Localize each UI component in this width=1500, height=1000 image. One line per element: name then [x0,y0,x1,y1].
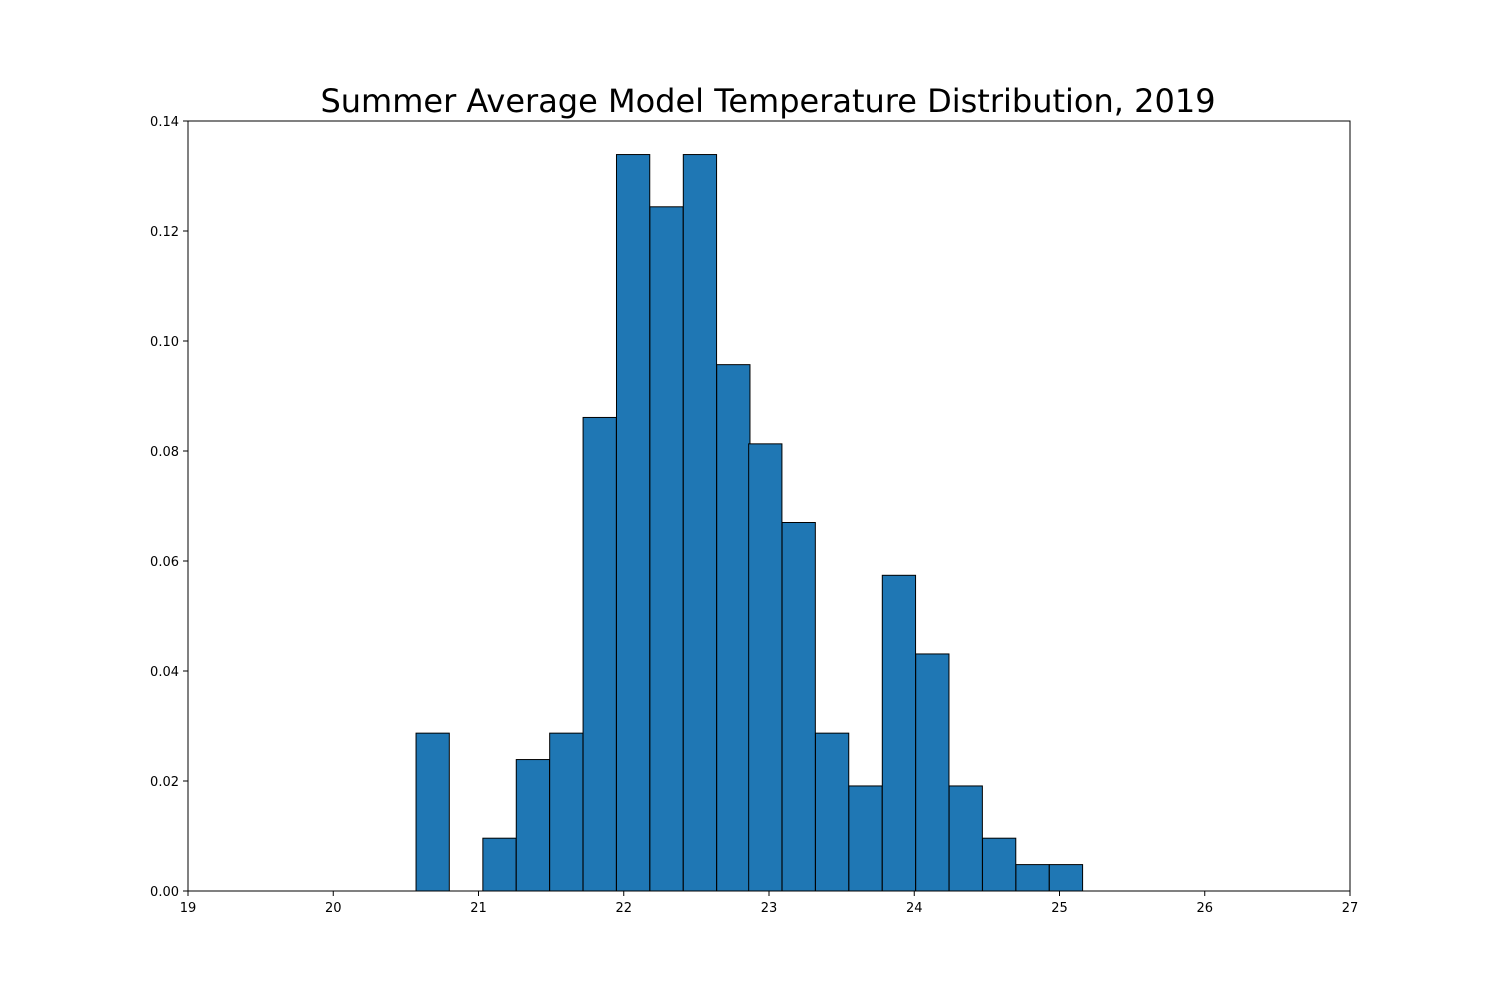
histogram-bar [582,416,617,892]
y-tick-label: 0.04 [150,665,179,680]
x-tick-label: 24 [906,901,923,916]
y-tick-label: 0.14 [150,115,179,130]
y-tick-label: 0.00 [150,885,179,900]
histogram-bar [881,574,917,892]
x-tick-label: 27 [1342,901,1359,916]
x-axis-ticks: 19 20 21 22 23 24 25 26 27 [180,891,1359,916]
histogram-bar [482,837,517,892]
y-tick-label: 0.12 [150,225,179,240]
histogram-bar [1015,864,1050,892]
histogram-bar [1048,864,1084,892]
x-tick-label: 21 [470,901,487,916]
y-tick-label: 0.08 [150,445,179,460]
x-tick-label: 19 [180,901,197,916]
histogram-bar [982,837,1017,892]
histogram-bar [615,154,651,892]
histogram-bar [649,206,684,892]
x-tick-label: 20 [325,901,342,916]
x-tick-label: 26 [1196,901,1213,916]
y-tick-label: 0.06 [150,555,179,570]
x-tick-label: 22 [615,901,632,916]
histogram-bar [814,732,850,892]
plot-area-frame [187,120,1351,892]
x-tick-label: 23 [761,901,778,916]
x-tick-label: 25 [1051,901,1068,916]
histogram-bar [915,653,950,892]
histogram-bar [748,443,783,892]
histogram-bar [848,785,883,892]
histogram-bar [515,759,551,892]
histogram-bars [415,154,1084,892]
histogram-bar [781,522,816,892]
histogram-bar [716,364,751,892]
chart-title: Summer Average Model Temperature Distrib… [320,82,1215,120]
y-axis-ticks: 0.00 0.02 0.04 0.06 0.08 0.10 0.12 0.14 [150,115,188,900]
histogram-bar [682,154,718,892]
y-tick-label: 0.10 [150,335,179,350]
histogram-bar [549,732,584,892]
histogram-bar [415,732,450,892]
histogram-bar [948,785,983,892]
y-tick-label: 0.02 [150,775,179,790]
